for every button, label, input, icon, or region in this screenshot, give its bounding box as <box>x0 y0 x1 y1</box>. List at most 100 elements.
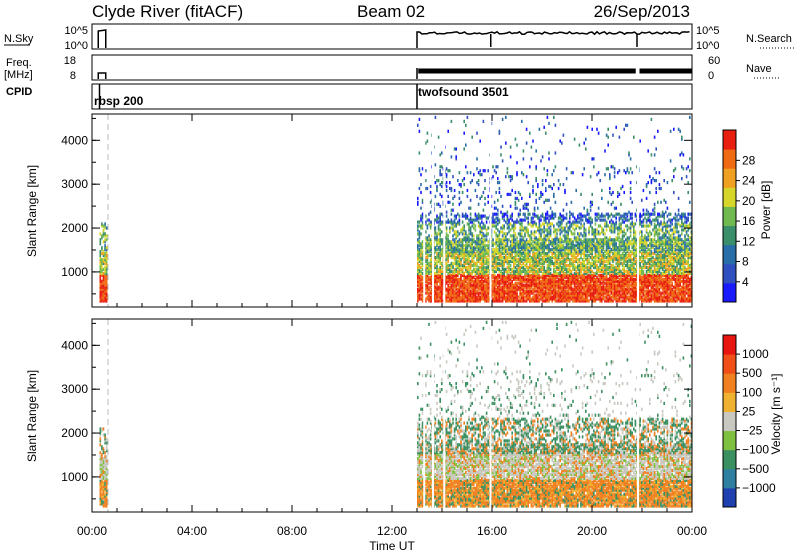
heatmap-cell <box>453 258 456 262</box>
heatmap-cell <box>445 242 448 246</box>
heatmap-cell <box>500 295 502 299</box>
heatmap-cell <box>575 259 577 264</box>
heatmap-cell <box>538 275 541 279</box>
heatmap-cell <box>522 265 525 270</box>
heatmap-cell <box>530 220 533 224</box>
heatmap-cell <box>578 271 581 275</box>
heatmap-cell <box>549 289 552 293</box>
heatmap-cell <box>629 279 632 283</box>
heatmap-cell <box>543 234 545 238</box>
heatmap-cell <box>476 271 478 275</box>
heatmap-cell <box>452 271 454 275</box>
heatmap-cell <box>458 196 461 200</box>
heatmap-cell <box>461 214 464 218</box>
heatmap-cell <box>471 293 473 297</box>
heatmap-cell <box>541 297 544 301</box>
heatmap-cell <box>527 232 529 236</box>
heatmap-cell <box>505 295 507 299</box>
heatmap-cell <box>585 263 587 268</box>
heatmap-cell <box>457 283 459 287</box>
heatmap-cell <box>461 289 464 293</box>
heatmap-cell <box>484 297 486 301</box>
heatmap-cell <box>533 299 536 303</box>
heatmap-cell <box>613 275 616 279</box>
heatmap-cell <box>436 236 438 240</box>
heatmap-cell <box>463 271 465 275</box>
heatmap-cell <box>593 165 595 169</box>
heatmap-cell <box>439 283 441 287</box>
heatmap-cell <box>623 246 625 250</box>
heatmap-cell <box>449 252 451 256</box>
heatmap-cell <box>538 285 541 289</box>
heatmap-cell <box>463 256 465 260</box>
heatmap-cell <box>487 293 489 297</box>
heatmap-cell <box>626 167 629 171</box>
heatmap-cell <box>545 188 547 193</box>
heatmap-cell <box>479 252 481 256</box>
heatmap-cell <box>586 269 589 273</box>
heatmap-cell <box>500 299 502 303</box>
heatmap-cell <box>481 194 483 198</box>
heatmap-cell <box>506 256 509 260</box>
heatmap-cell <box>559 293 561 297</box>
heatmap-cell <box>458 293 461 297</box>
heatmap-cell <box>99 293 102 297</box>
heatmap-cell <box>445 267 448 271</box>
heatmap-cell <box>513 236 515 240</box>
heatmap-cell <box>556 261 558 266</box>
heatmap-cell <box>564 293 566 297</box>
heatmap-cell <box>473 246 475 250</box>
heatmap-cell <box>532 240 534 244</box>
heatmap-cell <box>461 295 464 299</box>
heatmap-cell <box>573 232 576 236</box>
heatmap-cell <box>537 259 539 264</box>
heatmap-cell <box>453 271 456 275</box>
heatmap-cell <box>465 295 467 299</box>
heatmap-cell <box>461 271 464 275</box>
heatmap-cell <box>497 256 499 260</box>
heatmap-cell <box>585 289 587 293</box>
heatmap-cell <box>613 297 616 301</box>
heatmap-cell <box>597 283 600 287</box>
heatmap-cell <box>476 297 478 301</box>
heatmap-cell <box>562 248 565 252</box>
heatmap-cell <box>501 159 504 163</box>
heatmap-cell <box>99 285 102 289</box>
heatmap-cell <box>511 238 513 242</box>
heatmap-cell <box>625 273 627 277</box>
heatmap-cell <box>626 250 629 254</box>
heatmap-cell <box>578 293 581 297</box>
heatmap-cell <box>605 293 608 297</box>
heatmap-cell <box>524 234 526 238</box>
heatmap-cell <box>617 283 619 287</box>
heatmap-cell <box>436 263 438 268</box>
heatmap-cell <box>545 289 547 293</box>
heatmap-cell <box>524 256 526 260</box>
heatmap-cell <box>466 261 469 266</box>
heatmap-cell <box>567 293 569 297</box>
heatmap-cell <box>521 220 523 224</box>
heatmap-cell <box>538 269 541 273</box>
heatmap-cell <box>573 279 576 283</box>
heatmap-cell <box>612 200 614 204</box>
heatmap-cell <box>101 267 103 271</box>
heatmap-cell <box>524 279 526 283</box>
heatmap-cell <box>420 283 422 287</box>
heatmap-cell <box>599 267 601 271</box>
heatmap-cell <box>426 281 429 285</box>
heatmap-cell <box>625 281 627 285</box>
heatmap-cell <box>629 259 632 264</box>
heatmap-cell <box>545 246 547 250</box>
heatmap-cell <box>557 271 560 275</box>
heatmap-cell <box>500 252 502 256</box>
heatmap-cell <box>541 230 544 234</box>
heatmap-cell <box>553 267 555 271</box>
heatmap-cell <box>511 226 513 230</box>
heatmap-cell <box>580 250 582 254</box>
heatmap-cell <box>104 244 106 248</box>
heatmap-cell <box>628 151 630 155</box>
heatmap-cell <box>425 214 427 218</box>
heatmap-cell <box>607 224 609 228</box>
heatmap-cell <box>519 265 521 270</box>
heatmap-cell <box>607 242 609 246</box>
